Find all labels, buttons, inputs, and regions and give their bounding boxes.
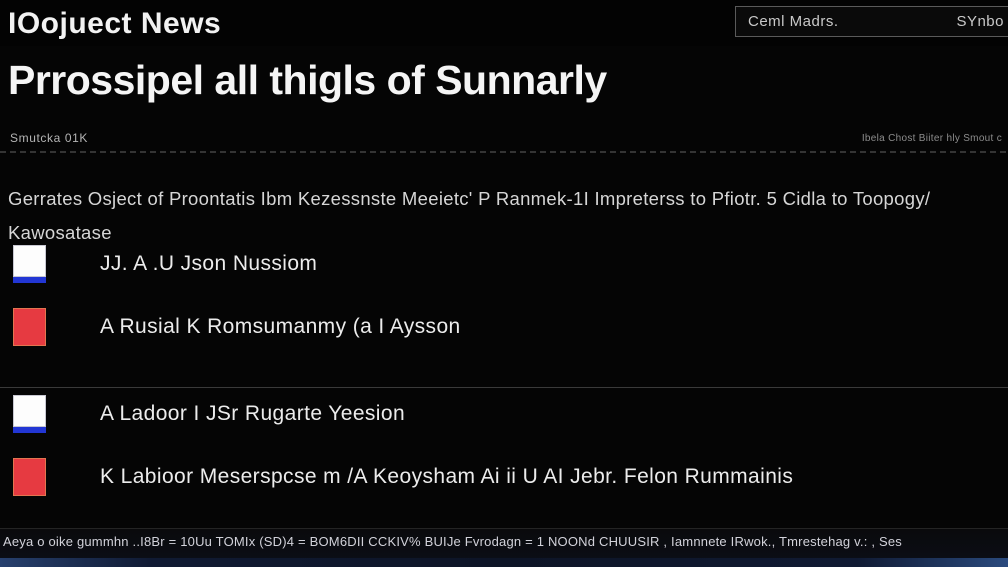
legend-swatch-white-blue xyxy=(13,395,46,433)
footer-status-text: Aeya o oike gummhn ..I8Br = 10Uu TOMIx (… xyxy=(3,534,902,549)
legend-item-label: A Rusial K Romsumanmy (a I Aysson xyxy=(100,315,461,338)
header-badge[interactable]: Ceml Madrs. SYnbo xyxy=(735,6,1008,37)
top-bar: IOojuect News Ceml Madrs. SYnbo xyxy=(0,0,1008,46)
meta-left-text: Smutcka 01K xyxy=(10,131,88,145)
app-title: IOojuect News xyxy=(8,7,222,40)
legend-item-label: JJ. A .U Json Nussiom xyxy=(100,252,318,275)
legend-item-label: K Labioor Meserspcse m /A Keoysham Ai ii… xyxy=(100,465,794,488)
legend-item: A Ladoor I JSr Rugarte Yeesion xyxy=(13,395,405,433)
header-badge-right-label: SYnbo xyxy=(956,13,1004,30)
description: Gerrates Osject of Proontatis Ibm Kezess… xyxy=(8,182,988,250)
legend-item: JJ. A .U Json Nussiom xyxy=(13,245,317,283)
meta-right-text: Ibela Chost Biiter hly Smout c xyxy=(861,133,1002,144)
page-title: Prrossipel all thigls of Sunnarly xyxy=(8,57,607,103)
legend-swatch-red xyxy=(13,308,46,346)
description-line-2: Kawosatase xyxy=(8,222,112,243)
dashed-divider xyxy=(0,151,1008,153)
footer-bar: Aeya o oike gummhn ..I8Br = 10Uu TOMIx (… xyxy=(0,528,1008,567)
header-badge-left-label: Ceml Madrs. xyxy=(748,13,839,30)
legend-swatch-white-blue xyxy=(13,245,46,283)
section-divider xyxy=(0,387,1008,388)
legend-item-label: A Ladoor I JSr Rugarte Yeesion xyxy=(100,402,406,425)
footer-blue-strip xyxy=(0,558,1008,567)
legend-item: K Labioor Meserspcse m /A Keoysham Ai ii… xyxy=(13,458,793,496)
legend-item: A Rusial K Romsumanmy (a I Aysson xyxy=(13,308,461,346)
description-line-1: Gerrates Osject of Proontatis Ibm Kezess… xyxy=(8,188,931,209)
legend-swatch-red xyxy=(13,458,46,496)
